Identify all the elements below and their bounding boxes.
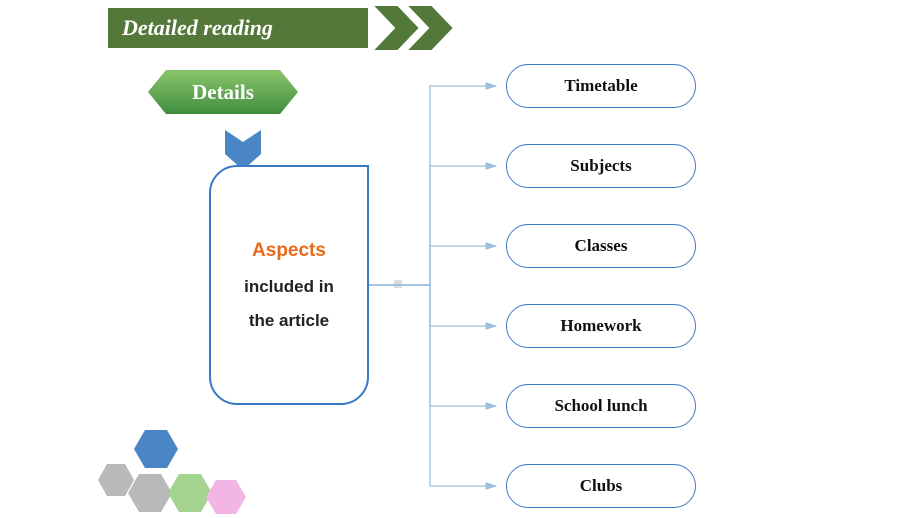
chevron-icon: [406, 5, 456, 51]
aspects-accent: Aspects: [252, 240, 326, 261]
hexagon-icon: [98, 464, 134, 496]
aspect-item: Classes: [506, 224, 696, 268]
aspect-item: Subjects: [506, 144, 696, 188]
aspect-item: Timetable: [506, 64, 696, 108]
aspect-item: Homework: [506, 304, 696, 348]
watermark-icon: [394, 280, 402, 288]
aspects-card-text: Aspects included in the article: [244, 232, 334, 338]
hexagon-icon: [134, 430, 178, 468]
details-label: Details: [192, 80, 254, 104]
hex-decoration: [98, 430, 258, 518]
stage: Detailed reading Details: [0, 0, 920, 518]
aspect-item: School lunch: [506, 384, 696, 428]
title-banner: Detailed reading: [108, 8, 368, 48]
aspect-item: Clubs: [506, 464, 696, 508]
hexagon-icon: [128, 474, 172, 512]
aspects-card: Aspects included in the article: [209, 165, 369, 405]
title-text: Detailed reading: [122, 15, 273, 40]
hexagon-icon: [206, 480, 246, 514]
details-badge: Details: [148, 70, 298, 119]
aspects-line1: included in: [244, 277, 334, 296]
aspects-line2: the article: [249, 311, 329, 330]
hexagon-icon: [168, 474, 212, 512]
